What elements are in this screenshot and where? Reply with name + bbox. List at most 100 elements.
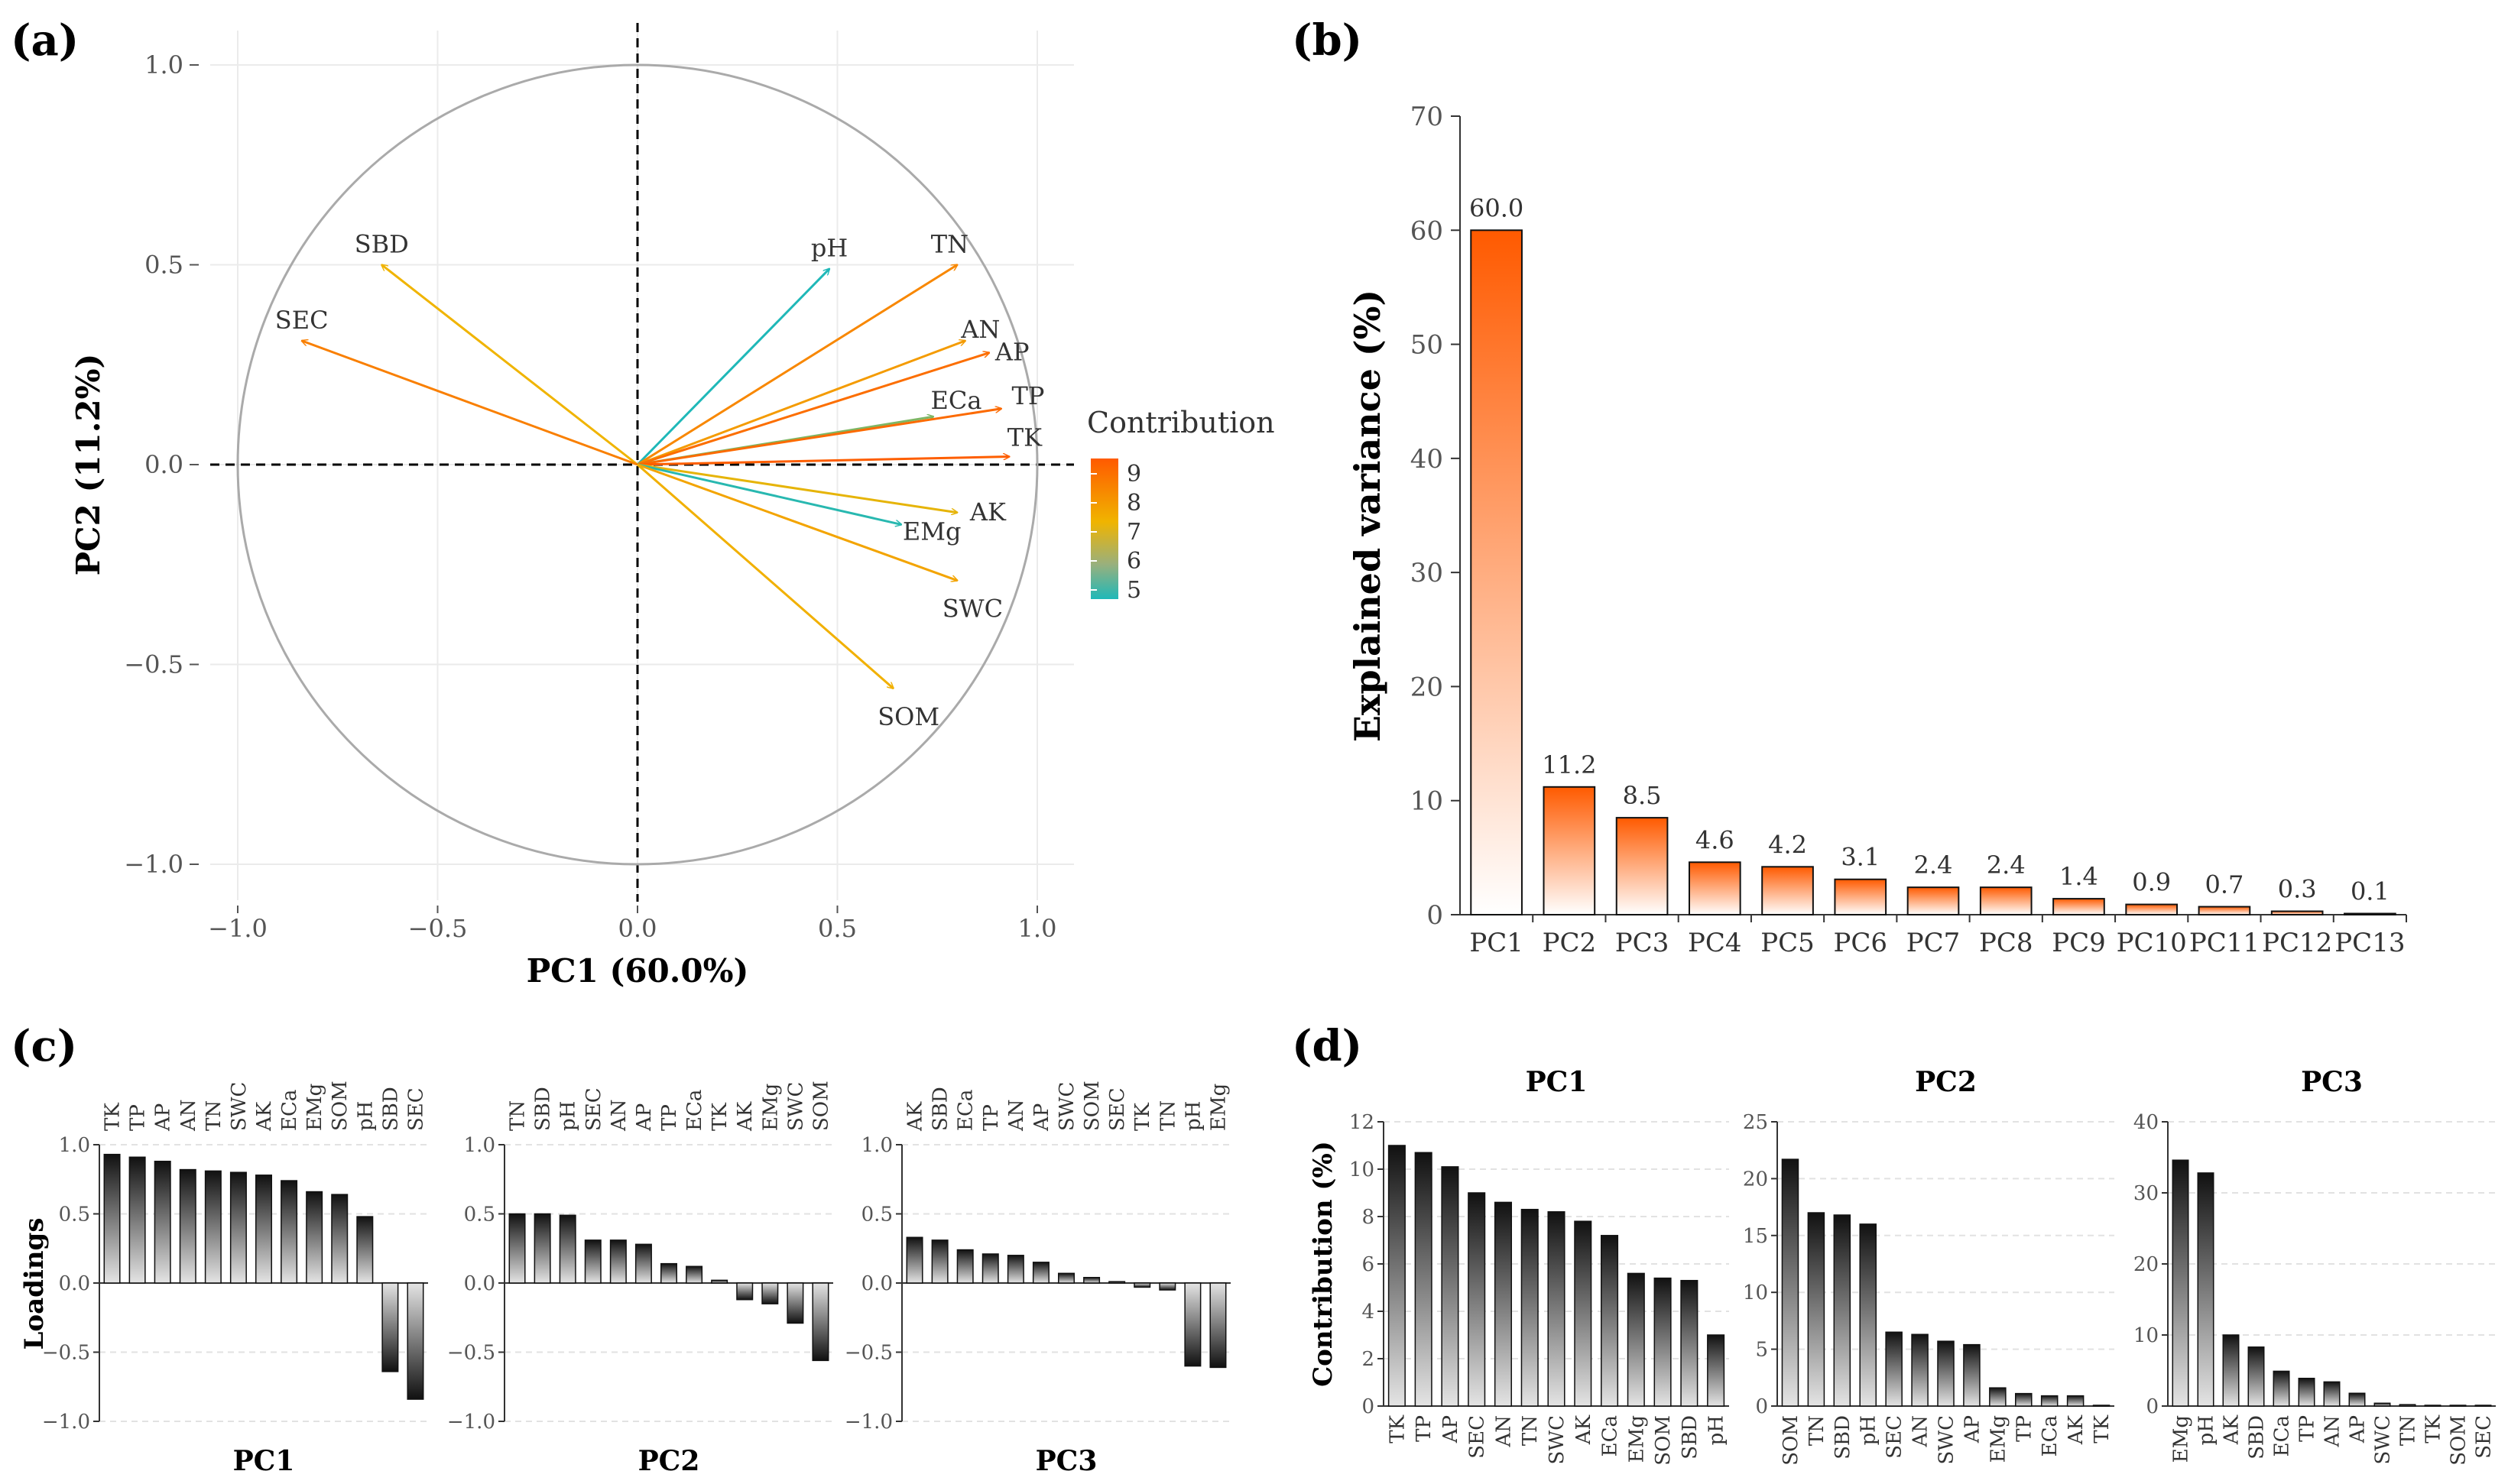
loadings-facet-title-PC2: PC2 <box>638 1445 700 1477</box>
scree-x-tick-label-PC11: PC11 <box>2189 928 2260 958</box>
loadings-category-label-AK: AK <box>904 1101 927 1132</box>
x-tick-label: −0.5 <box>408 914 468 943</box>
loadings-bar-PC3-TK <box>1134 1282 1151 1288</box>
contribution-bar-PC2-SOM <box>1781 1158 1799 1407</box>
legend-tick-label: 7 <box>1127 519 1141 546</box>
loadings-y-tick-label: 1.0 <box>861 1134 893 1157</box>
loadings-bar-PC1-SWC <box>229 1171 247 1284</box>
legend-colorbar <box>1091 458 1118 599</box>
contribution-y-tick-label: 10 <box>1349 1158 1374 1181</box>
scree-value-label-PC3: 8.5 <box>1623 781 1662 810</box>
loadings-y-tick-label: 0.0 <box>861 1272 893 1295</box>
loadings-category-label-SBD: SBD <box>532 1087 555 1131</box>
arrow-label-AP: AP <box>994 338 1030 367</box>
loading-arrow-TN <box>637 265 957 466</box>
scree-bar-PC13 <box>2344 912 2396 916</box>
scree-x-tick-label-PC12: PC12 <box>2262 928 2332 958</box>
loadings-bar-PC2-SEC <box>584 1239 602 1284</box>
loadings-bar-PC2-SBD <box>534 1213 551 1284</box>
contribution-facet-PC1: 0 2 4 6 8 10 12 TK TP AP SEC AN TN SWC AK ECa EMg SOM SBD p… <box>1349 1066 1729 1466</box>
contribution-bar-PC3-ECa <box>2273 1370 2290 1407</box>
loadings-y-tick-label: −1.0 <box>42 1411 90 1434</box>
legend-title: Contribution <box>1087 406 1275 439</box>
contribution-category-label-TP: TP <box>2013 1415 2036 1442</box>
loading-arrow-TK <box>637 457 1009 466</box>
loadings-bar-PC3-AN <box>1007 1255 1024 1284</box>
contribution-bar-PC3-EMg <box>2172 1159 2189 1407</box>
contribution-y-tick-label: 0 <box>2146 1395 2159 1418</box>
loading-arrow-SWC <box>637 463 957 581</box>
contribution-facet-PC3: 0 10 20 30 40 EMg pH AK SBD ECa TP AN AP SWC TN TK SOM SE… <box>2133 1066 2496 1466</box>
arrow-label-SBD: SBD <box>355 230 409 259</box>
scree-y-tick-label: 60 <box>1410 215 1443 246</box>
scree-x-tick-label-PC10: PC10 <box>2117 928 2187 958</box>
contribution-category-label-TN: TN <box>1519 1415 1542 1446</box>
contribution-bar-PC1-ECa <box>1601 1235 1619 1407</box>
loadings-category-label-EMg: EMg <box>759 1084 782 1131</box>
scree-bar-PC7 <box>1906 886 1960 915</box>
loadings-category-label-AP: AP <box>152 1103 175 1132</box>
contribution-bar-PC1-SEC <box>1468 1192 1486 1407</box>
contribution-y-tick-label: 30 <box>2133 1182 2159 1205</box>
contribution-category-label-SWC: SWC <box>1935 1415 1958 1464</box>
loadings-bar-PC3-ECa <box>956 1249 974 1284</box>
scree-value-label-PC2: 11.2 <box>1542 750 1596 779</box>
loadings-category-label-TP: TP <box>127 1104 150 1131</box>
scree-bar-PC5 <box>1761 866 1814 916</box>
loadings-category-label-AP: AP <box>633 1103 656 1132</box>
legend-tick-label: 9 <box>1127 461 1141 488</box>
contribution-category-label-AN: AN <box>1909 1415 1932 1448</box>
legend-tick-label: 6 <box>1127 548 1141 575</box>
loadings-category-label-SOM: SOM <box>329 1081 352 1131</box>
loadings-category-label-EMg: EMg <box>303 1084 326 1131</box>
scree-value-label-PC13: 0.1 <box>2351 877 2390 906</box>
loadings-bar-PC3-SEC <box>1108 1281 1126 1284</box>
loadings-y-tick-label: −0.5 <box>447 1342 495 1365</box>
scree-y-title: Explained variance (%) <box>1347 290 1388 742</box>
contribution-bar-PC1-AN <box>1494 1201 1512 1407</box>
loadings-bar-PC3-AK <box>906 1236 923 1284</box>
contribution-category-label-SWC: SWC <box>2372 1415 2395 1464</box>
scree-y-tick-label: 40 <box>1410 444 1443 475</box>
contribution-bar-PC2-SWC <box>1937 1340 1955 1407</box>
contribution-bar-PC3-AP <box>2348 1392 2366 1407</box>
contribution-bar-PC1-pH <box>1707 1334 1725 1407</box>
contribution-bar-PC2-ECa <box>2040 1395 2059 1407</box>
loadings-bar-PC3-SOM <box>1083 1277 1101 1284</box>
loadings-bar-PC1-SBD <box>381 1282 399 1372</box>
loadings-category-label-TK: TK <box>1131 1103 1154 1131</box>
loadings-category-label-SEC: SEC <box>1106 1087 1129 1131</box>
loadings-bar-PC1-SEC <box>407 1282 424 1400</box>
scree-x-tick-label-PC7: PC7 <box>1906 928 1961 958</box>
loadings-bar-PC3-pH <box>1184 1282 1202 1367</box>
scree-value-label-PC7: 2.4 <box>1914 851 1953 880</box>
contribution-bar-PC1-AP <box>1441 1166 1459 1407</box>
contribution-bar-PC3-TP <box>2298 1377 2315 1407</box>
arrow-label-AK: AK <box>969 497 1007 527</box>
loadings-category-label-pH: pH <box>557 1101 580 1131</box>
loading-arrow-SBD <box>381 265 638 466</box>
contribution-bar-PC3-AN <box>2323 1381 2341 1407</box>
loadings-bar-PC1-pH <box>356 1216 374 1284</box>
contribution-category-label-TN: TN <box>2397 1415 2420 1446</box>
loadings-category-label-SWC: SWC <box>784 1082 807 1131</box>
contribution-category-label-TK: TK <box>2091 1414 2114 1443</box>
contribution-category-label-AN: AN <box>1492 1415 1515 1448</box>
loadings-category-label-SOM: SOM <box>1081 1081 1104 1131</box>
x-tick-label: 1.0 <box>1018 914 1057 943</box>
contribution-y-tick-label: 20 <box>2133 1253 2159 1276</box>
contribution-category-label-SBD: SBD <box>2246 1415 2269 1460</box>
loadings-bar-PC2-ECa <box>686 1265 703 1284</box>
scree-y-tick-label: 50 <box>1410 330 1443 361</box>
panel-c-label: (c) <box>11 1021 77 1071</box>
contribution-category-label-AP: AP <box>1439 1415 1462 1443</box>
contribution-bar-PC2-TN <box>1807 1212 1825 1407</box>
contribution-category-label-TN: TN <box>1806 1415 1828 1446</box>
contribution-category-label-SOM: SOM <box>1780 1415 1802 1466</box>
contribution-bar-PC1-TP <box>1414 1152 1432 1407</box>
scree-x-tick-label-PC4: PC4 <box>1688 928 1742 958</box>
loadings-y-tick-label: −1.0 <box>447 1411 495 1434</box>
scree-panel: 0 10 20 30 40 50 60 70 Explained variance (%) 60.… <box>1347 102 2407 958</box>
contribution-category-label-TP: TP <box>2296 1415 2319 1442</box>
loadings-bar-PC2-TP <box>660 1262 678 1284</box>
